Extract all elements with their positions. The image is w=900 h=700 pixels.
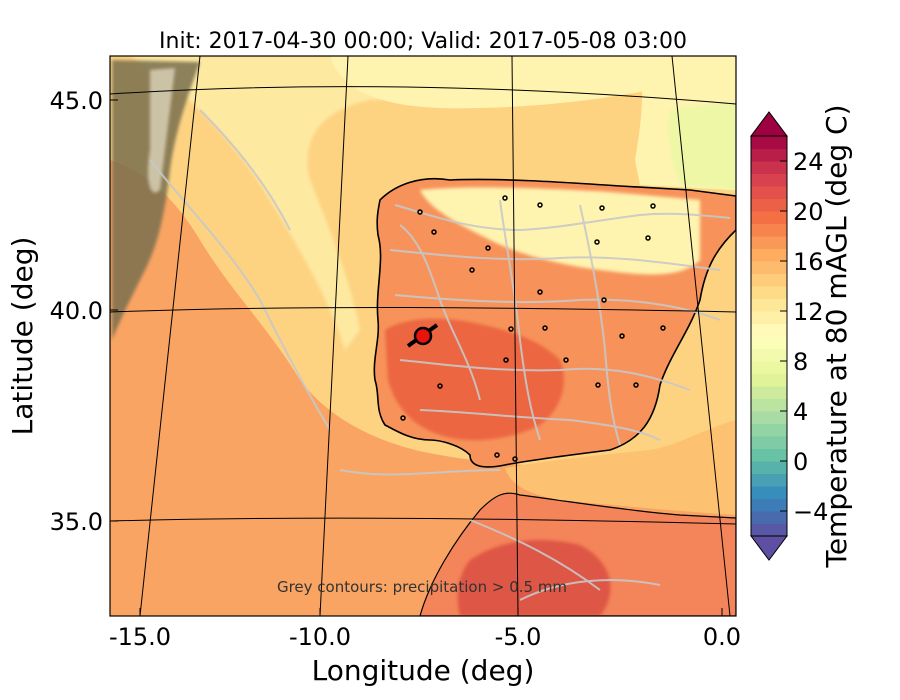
x-tick-label: -15.0	[109, 623, 171, 651]
colorbar-tick-label: −4	[793, 498, 828, 526]
colorbar-segment	[751, 198, 787, 212]
colorbar-segment	[751, 186, 787, 199]
sea-mediterranean	[505, 420, 736, 515]
colorbar-segment	[751, 386, 787, 399]
colorbar-segment	[751, 423, 787, 437]
colorbar-segment	[751, 311, 787, 324]
colorbar: 24 20 16 12 8 4 0 −4 Temperature at 80 mAGL (de…	[750, 104, 853, 569]
x-tick-label: -5.0	[495, 623, 542, 651]
marker-dot	[413, 326, 433, 346]
colorbar-tick-label: 20	[793, 198, 824, 226]
colorbar-tick-label: 12	[793, 298, 824, 326]
colorbar-segment	[751, 498, 787, 512]
colorbar-segment	[751, 486, 787, 499]
colorbar-segment	[751, 511, 787, 524]
figure-title: Init: 2017-04-30 00:00; Valid: 2017-05-0…	[159, 29, 687, 54]
land-france-green	[668, 100, 736, 190]
colorbar-segment	[751, 461, 787, 474]
y-tick-label: 40.0	[50, 297, 103, 325]
graticule	[110, 56, 736, 616]
colorbar-segment	[751, 523, 787, 537]
colorbar-segment	[751, 298, 787, 312]
colorbar-segment	[751, 161, 787, 174]
colorbar-segment	[751, 448, 787, 462]
colorbar-segment	[751, 248, 787, 262]
y-axis-label: Latitude (deg)	[6, 237, 39, 436]
colorbar-segment	[751, 173, 787, 187]
colorbar-segment	[751, 436, 787, 449]
colorbar-segment	[751, 373, 787, 387]
ocean-cool-plume	[130, 56, 620, 350]
map-panel	[110, 56, 736, 616]
colorbar-tick-label: 16	[793, 248, 824, 276]
colorbar-segment	[751, 148, 787, 162]
colorbar-segment	[751, 323, 787, 337]
site-marker	[406, 323, 439, 348]
colorbar-segment	[751, 236, 787, 249]
ocean-north-pale	[330, 56, 660, 109]
colorbar-segment	[751, 261, 787, 274]
colorbar-segment	[751, 398, 787, 412]
cloud-band	[112, 60, 200, 340]
land-africa-hot	[457, 540, 611, 616]
precip-note: Grey contours: precipitation > 0.5 mm	[277, 578, 567, 596]
colorbar-segment	[751, 336, 787, 349]
precipitation-contours	[149, 109, 731, 601]
y-axis: 45.0 40.0 35.0 Latitude (deg)	[6, 87, 118, 536]
colorbar-segment	[751, 348, 787, 362]
colorbar-label: Temperature at 80 mAGL (deg C)	[820, 104, 853, 568]
y-tick-label: 35.0	[50, 508, 103, 536]
colorbar-segment	[751, 223, 787, 237]
colorbar-segment	[751, 211, 787, 224]
colorbar-top-arrow	[750, 111, 788, 137]
map-frame	[109, 55, 737, 617]
x-tick-label: -10.0	[289, 623, 351, 651]
colorbar-segment	[751, 473, 787, 487]
colorbar-bottom-arrow	[750, 535, 788, 561]
colorbar-segment	[751, 273, 787, 287]
cloud-band-highlight	[148, 68, 175, 193]
land-iberia-north-cool	[420, 187, 700, 275]
colorbar-tick-label: 8	[793, 348, 808, 376]
x-tick-label: 0.0	[703, 623, 741, 651]
y-tick-label: 45.0	[50, 87, 103, 115]
elevation-dots	[400, 195, 666, 462]
colorbar-frame	[750, 135, 788, 537]
colorbar-segment	[751, 136, 787, 149]
colorbar-tick-label: 24	[793, 148, 824, 176]
colorbar-tick-label: 0	[793, 448, 808, 476]
colorbar-segment	[751, 286, 787, 299]
x-axis-label: Longitude (deg)	[312, 654, 535, 687]
colorbar-tick-label: 4	[793, 398, 808, 426]
colorbar-segment	[751, 411, 787, 424]
colorbar-segment	[751, 361, 787, 374]
x-axis: -15.0 -10.0 -5.0 0.0 Longitude (deg)	[109, 608, 741, 687]
